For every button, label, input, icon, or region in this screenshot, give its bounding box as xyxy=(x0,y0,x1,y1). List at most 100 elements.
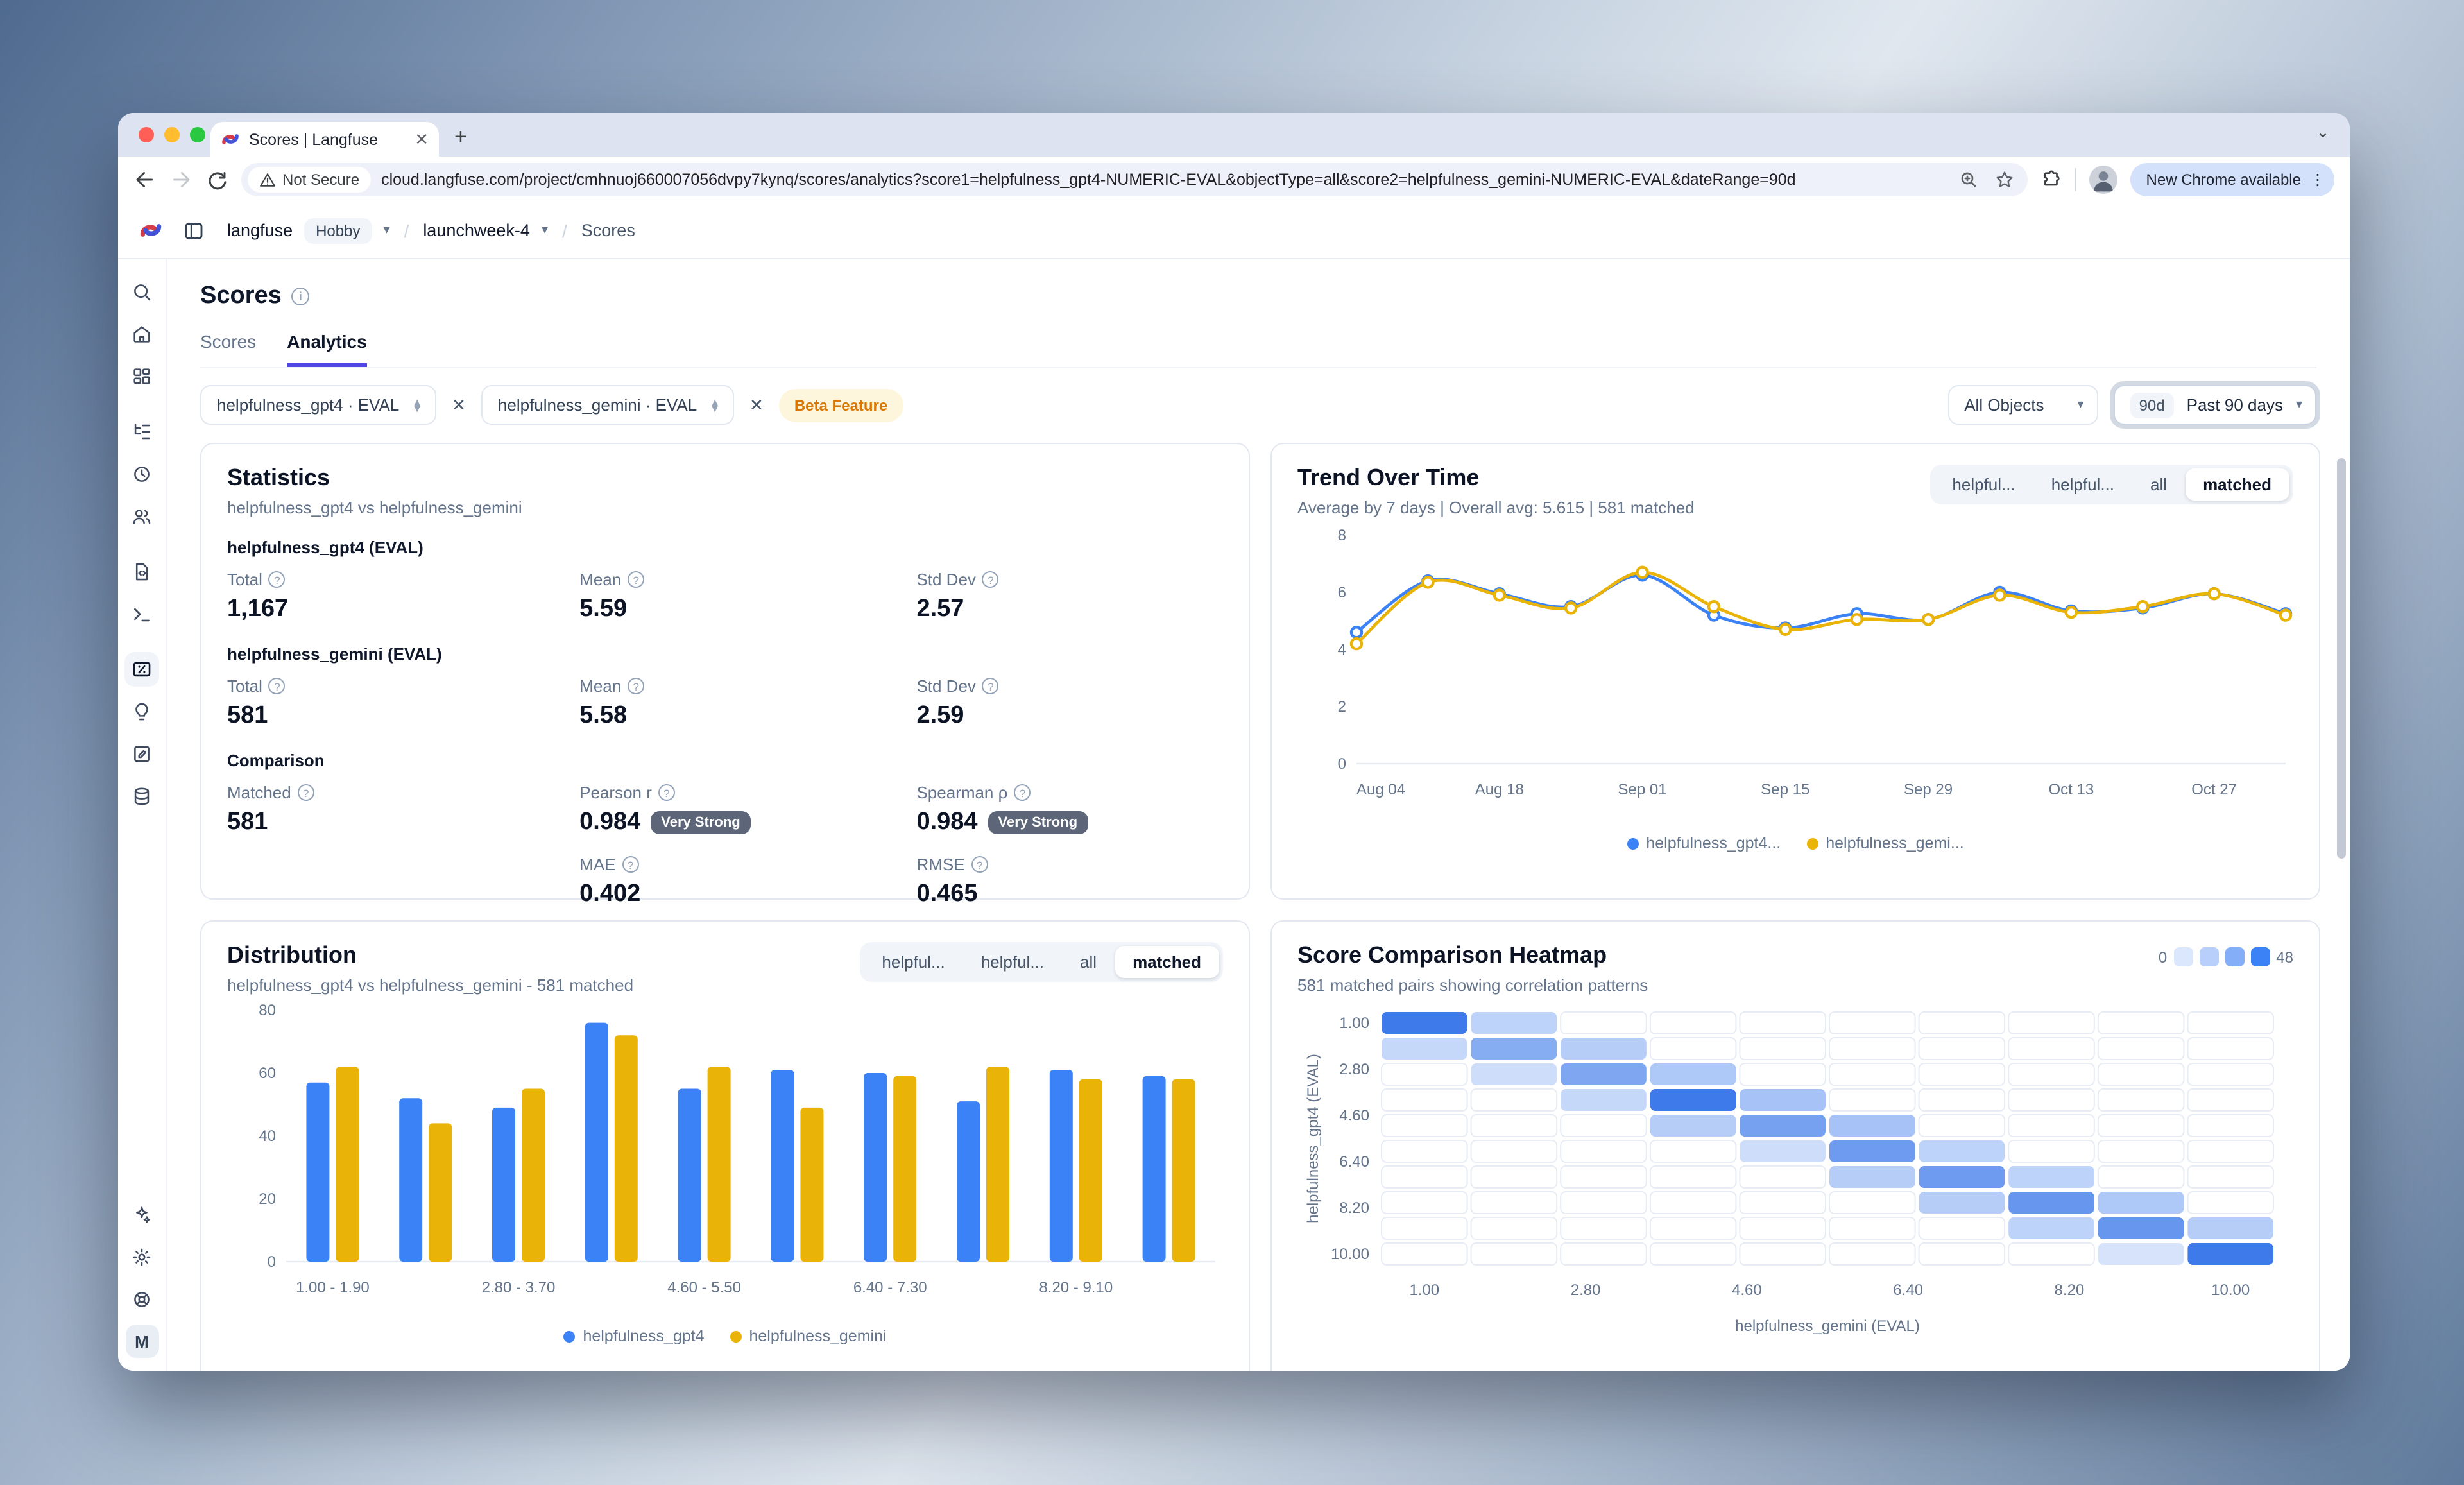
sidebar-item-users[interactable] xyxy=(124,499,159,534)
reload-button[interactable] xyxy=(205,168,228,191)
svg-text:Sep 29: Sep 29 xyxy=(1904,781,1953,798)
zoom-page-icon[interactable] xyxy=(1959,169,1980,190)
sidebar-item-settings[interactable] xyxy=(124,1240,159,1275)
chevron-down-icon: ▾ xyxy=(2295,398,2302,412)
svg-text:1.00 - 1.90: 1.00 - 1.90 xyxy=(296,1279,370,1296)
dist-seg-all[interactable]: all xyxy=(1080,952,1097,972)
sidebar-item-prompts[interactable] xyxy=(124,554,159,589)
sidebar-item-annotation[interactable] xyxy=(124,737,159,771)
tab-search-chevron-icon[interactable]: ⌄ xyxy=(2316,123,2329,141)
help-icon[interactable]: ? xyxy=(658,784,675,801)
sidebar-item-sessions[interactable] xyxy=(124,457,159,492)
forward-button[interactable] xyxy=(169,168,193,191)
page-title: Scores xyxy=(200,282,282,309)
address-bar[interactable]: Not Secure cloud.langfuse.com/project/cm… xyxy=(241,163,2028,196)
bookmark-star-icon[interactable] xyxy=(1995,169,2015,190)
help-icon[interactable]: ? xyxy=(297,784,314,801)
tab-analytics[interactable]: Analytics xyxy=(287,331,367,367)
help-icon[interactable]: ? xyxy=(622,856,639,873)
dist-seg-score1[interactable]: helpful... xyxy=(882,952,945,972)
browser-tab-strip: Scores | Langfuse ✕ + ⌄ xyxy=(118,113,2350,157)
back-button[interactable] xyxy=(133,168,157,191)
sidebar-item-playground[interactable] xyxy=(124,597,159,631)
sidebar-item-datasets[interactable] xyxy=(124,779,159,814)
stat-gpt4-stddev: Std Dev? 2.57 xyxy=(916,570,1223,624)
help-icon[interactable]: ? xyxy=(628,571,645,588)
breadcrumb-project[interactable]: launchweek-4 xyxy=(423,221,530,240)
dist-seg-score2[interactable]: helpful... xyxy=(980,952,1045,972)
help-icon[interactable]: ? xyxy=(1014,784,1031,801)
object-type-select[interactable]: All Objects ▾ xyxy=(1947,385,2098,425)
user-avatar[interactable]: M xyxy=(125,1325,158,1358)
sidebar-item-dashboards[interactable] xyxy=(124,359,159,394)
help-icon[interactable]: ? xyxy=(982,678,999,694)
tab-close-icon[interactable]: ✕ xyxy=(415,129,429,148)
maximize-window-button[interactable] xyxy=(190,127,205,142)
project-chevron-icon[interactable]: ▾ xyxy=(541,223,548,237)
sidebar-item-ai-assistant[interactable] xyxy=(124,1197,159,1232)
tab-scores[interactable]: Scores xyxy=(200,331,257,352)
trend-seg-score2[interactable]: helpful... xyxy=(2051,475,2115,494)
trend-seg-all[interactable]: all xyxy=(2150,475,2168,494)
page-info-icon[interactable]: i xyxy=(291,288,310,305)
security-chip[interactable]: Not Secure xyxy=(248,167,372,193)
help-icon[interactable]: ? xyxy=(268,571,286,588)
trend-seg-matched[interactable]: matched xyxy=(2185,468,2289,501)
date-range-select[interactable]: 90d Past 90 days ▾ xyxy=(2113,385,2316,425)
trend-seg-score1[interactable]: helpful... xyxy=(1952,475,2015,494)
sidebar-item-tracing[interactable] xyxy=(124,415,159,449)
browser-tab[interactable]: Scores | Langfuse ✕ xyxy=(210,122,439,157)
svg-text:8: 8 xyxy=(1338,527,1346,544)
score2-select[interactable]: helpfulness_gemini · EVAL ▲ ▼ xyxy=(481,385,735,425)
svg-text:0: 0 xyxy=(268,1253,276,1271)
app-top-bar: langfuse Hobby ▾ / launchweek-4 ▾ / Scor… xyxy=(118,203,2350,259)
stat-rmse: RMSE? 0.465 xyxy=(916,855,1223,909)
sidebar-item-scores[interactable] xyxy=(124,652,159,687)
svg-text:80: 80 xyxy=(259,1002,276,1019)
svg-text:40: 40 xyxy=(259,1128,276,1145)
svg-text:4.60: 4.60 xyxy=(1732,1282,1762,1299)
help-icon[interactable]: ? xyxy=(628,678,645,694)
dist-seg-matched[interactable]: matched xyxy=(1115,946,1219,978)
new-tab-button[interactable]: + xyxy=(454,124,467,149)
svg-text:Sep 15: Sep 15 xyxy=(1761,781,1810,798)
sidebar-item-home[interactable] xyxy=(124,317,159,352)
svg-text:4: 4 xyxy=(1338,641,1346,658)
extensions-icon[interactable] xyxy=(2041,169,2063,191)
svg-text:Sep 01: Sep 01 xyxy=(1618,781,1666,798)
score1-select[interactable]: helpfulness_gpt4 · EVAL ▲ ▼ xyxy=(200,385,437,425)
stat-gpt4-mean: Mean? 5.59 xyxy=(579,570,916,624)
help-icon[interactable]: ? xyxy=(982,571,999,588)
sidebar-item-evaluation[interactable] xyxy=(124,694,159,729)
sidebar-item-search[interactable] xyxy=(124,275,159,309)
page-scrollbar-thumb[interactable] xyxy=(2337,458,2346,859)
stat-mae: MAE? 0.402 xyxy=(579,855,641,907)
org-chevron-icon[interactable]: ▾ xyxy=(383,223,390,237)
scale-chip-1 xyxy=(2173,947,2193,966)
updown-chevrons-icon: ▲ ▼ xyxy=(412,396,423,414)
comparison-section-heading: Comparison xyxy=(227,751,325,770)
browser-menu-icon[interactable]: ⋮ xyxy=(2310,171,2325,189)
svg-text:8.20 - 9.10: 8.20 - 9.10 xyxy=(1039,1279,1113,1296)
svg-text:6.40 - 7.30: 6.40 - 7.30 xyxy=(853,1279,927,1296)
svg-text:Aug 04: Aug 04 xyxy=(1356,781,1405,798)
close-window-button[interactable] xyxy=(139,127,154,142)
sidebar-toggle-icon[interactable] xyxy=(182,219,205,242)
help-icon[interactable]: ? xyxy=(971,856,988,873)
langfuse-favicon xyxy=(222,134,239,144)
heatmap-card: Score Comparison Heatmap 581 matched pai… xyxy=(1270,920,2320,1371)
chrome-update-button[interactable]: New Chrome available ⋮ xyxy=(2130,163,2334,196)
cards-grid: Statistics helpfulness_gpt4 vs helpfulne… xyxy=(200,443,2320,1371)
stat-matched: Matched? 581 xyxy=(227,783,579,837)
page-tabs: Scores Analytics xyxy=(200,331,2316,368)
profile-avatar[interactable] xyxy=(2089,166,2118,194)
statistics-subtitle: helpfulness_gpt4 vs helpfulness_gemini xyxy=(227,498,522,517)
svg-text:10.00: 10.00 xyxy=(1331,1246,1369,1263)
svg-text:4.60 - 5.50: 4.60 - 5.50 xyxy=(667,1279,741,1296)
score2-remove-button[interactable]: ✕ xyxy=(749,395,764,414)
help-icon[interactable]: ? xyxy=(268,678,286,694)
minimize-window-button[interactable] xyxy=(164,127,180,142)
score1-remove-button[interactable]: ✕ xyxy=(452,395,466,414)
sidebar-item-support[interactable] xyxy=(124,1282,159,1317)
